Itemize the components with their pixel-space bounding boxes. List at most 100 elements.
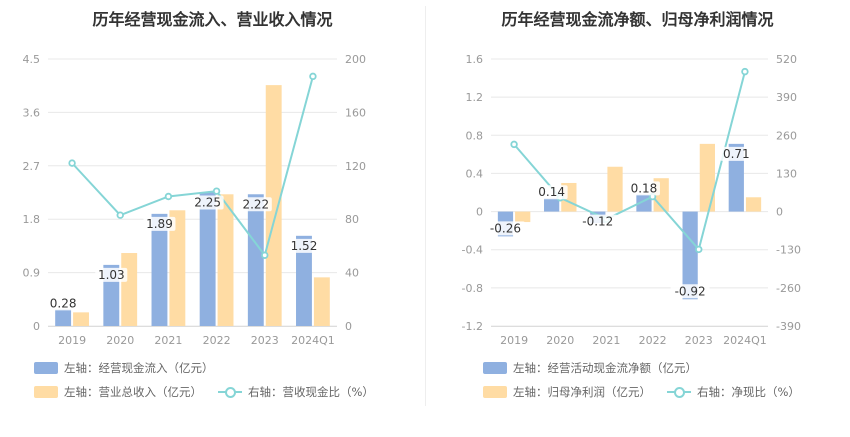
bar-primary: [199, 192, 216, 326]
data-label-bg: [720, 146, 753, 161]
y-tick-label-left: 3.6: [23, 106, 41, 119]
legend-label: 右轴：营收现金比（%）: [248, 385, 374, 399]
bar-secondary: [169, 210, 186, 326]
line-point: [68, 159, 76, 167]
bar-primary: [247, 194, 264, 326]
x-tick-label: 2023: [685, 334, 713, 347]
bar-primary: [55, 309, 72, 326]
x-tick-label: 2022: [639, 334, 667, 347]
data-label: 0.14: [538, 185, 565, 199]
data-label: 1.52: [291, 239, 318, 253]
x-tick-label: 2020: [106, 334, 134, 347]
x-tick-label: 2019: [500, 334, 528, 347]
legend-label: 左轴：归母净利润（亿元）: [513, 385, 651, 399]
data-label-bg: [143, 216, 176, 231]
legend-item-line[interactable]: 右轴：净现比（%）: [667, 384, 800, 400]
y-tick-label-right: 130: [776, 167, 797, 180]
x-tick-label: 2020: [546, 334, 574, 347]
bar-primary: [682, 211, 698, 300]
data-label: -0.12: [582, 215, 613, 229]
x-tick-label: 2019: [58, 334, 86, 347]
line-series: [71, 76, 314, 258]
y-tick-label-left: 0.4: [466, 167, 484, 180]
y-tick-label-left: -1.2: [462, 320, 483, 333]
chart-panel-netcash-profit: 历年经营现金流净额、归母净利润情况 -1.2 -0.8 -0.4 0 0.4 0.8 1.2…: [425, 0, 850, 437]
line-point: [510, 140, 518, 149]
chart-panel-cashflow-revenue: 历年经营现金流入、营业收入情况 0 0.9 1.8 2.7 3.6 4.5 0 40 80 120…: [23, 10, 374, 400]
bar-primary: [296, 235, 312, 326]
bar-primary: [544, 198, 560, 212]
y-tick-label-left: 0: [33, 320, 40, 333]
legend-label: 右轴：净现比（%）: [697, 385, 800, 399]
data-label: -0.92: [675, 284, 706, 298]
legend-item-bar1[interactable]: 左轴：经营现金流入（亿元）: [34, 360, 214, 376]
data-label: 2.25: [194, 196, 221, 210]
data-label: 0.28: [50, 296, 77, 310]
x-tick-label: 2024Q1: [723, 334, 767, 347]
legend-label: 左轴：营业总收入（亿元）: [64, 385, 202, 399]
legend-swatch-orange: [483, 386, 507, 398]
bar-secondary: [699, 143, 715, 212]
bar-primary: [151, 213, 168, 326]
y-tick-label-right: 120: [345, 160, 366, 173]
y-tick-label-right: 40: [345, 267, 359, 280]
line-point: [261, 251, 269, 259]
y-tick-label-left: 4.5: [23, 53, 41, 66]
legend-item-bar2[interactable]: 左轴：归母净利润（亿元）: [483, 384, 651, 400]
y-tick-label-left: 0: [476, 206, 483, 219]
line-point: [212, 187, 221, 195]
data-label: -0.26: [490, 221, 521, 235]
y-tick-label-left: 0.9: [23, 267, 41, 280]
legend-item-bar2[interactable]: 左轴：营业总收入（亿元）: [34, 384, 202, 400]
data-label-bg: [191, 195, 224, 210]
data-label: 1.03: [98, 268, 125, 282]
y-tick-label-right: 390: [776, 91, 797, 104]
data-label-bg: [287, 238, 320, 253]
data-label: 0.71: [723, 147, 750, 161]
data-label-bg: [627, 181, 660, 196]
y-tick-label-right: -130: [776, 244, 801, 257]
bar-secondary: [607, 166, 623, 212]
x-tick-label: 2022: [203, 334, 231, 347]
line-point: [309, 72, 317, 81]
data-label: 0.18: [631, 181, 658, 195]
x-tick-label: 2024Q1: [291, 334, 335, 347]
legend-item-bar1[interactable]: 左轴：经营活动现金流净额（亿元）: [483, 360, 697, 376]
panel-divider: [425, 6, 426, 406]
y-tick-label-right: -390: [776, 320, 801, 333]
bar-secondary: [515, 211, 531, 223]
bar-secondary: [265, 85, 282, 327]
y-tick-label-right: -260: [776, 282, 801, 295]
y-tick-label-right: 160: [345, 106, 366, 119]
data-label-bg: [47, 296, 80, 311]
y-tick-label-left: 2.7: [23, 160, 41, 173]
y-tick-label-left: 0.8: [466, 129, 484, 142]
legend-swatch-blue: [34, 362, 58, 374]
data-label: 2.22: [242, 197, 269, 211]
legend-label: 左轴：经营活动现金流净额（亿元）: [513, 361, 697, 375]
legend-label: 左轴：经营现金流入（亿元）: [64, 361, 214, 375]
y-tick-label-right: 80: [345, 213, 359, 226]
x-tick-label: 2021: [592, 334, 620, 347]
y-tick-label-right: 260: [776, 129, 797, 142]
bar-secondary: [217, 194, 234, 326]
y-tick-label-right: 200: [345, 53, 366, 66]
line-point: [741, 67, 749, 76]
chart-plot: -1.2 -0.8 -0.4 0 0.4 0.8 1.2 1.6 -390 -260 -130 0 13…: [462, 53, 801, 347]
x-tick-label: 2021: [154, 334, 182, 347]
data-label-bg: [535, 185, 568, 200]
y-tick-label-right: 520: [776, 53, 797, 66]
y-tick-label-left: -0.4: [462, 244, 483, 257]
line-point: [164, 192, 173, 201]
legend-item-line[interactable]: 右轴：营收现金比（%）: [218, 384, 374, 400]
data-label: 1.89: [146, 217, 173, 231]
data-label-bg: [670, 284, 710, 299]
y-tick-label-left: 1.6: [466, 53, 484, 66]
chart-title: 历年经营现金流入、营业收入情况: [92, 10, 333, 29]
bar-secondary: [745, 197, 762, 212]
line-circle-icon: [218, 386, 242, 398]
line-circle-icon: [667, 386, 691, 398]
bar-secondary: [121, 253, 138, 326]
y-tick-label-left: 1.2: [466, 91, 484, 104]
